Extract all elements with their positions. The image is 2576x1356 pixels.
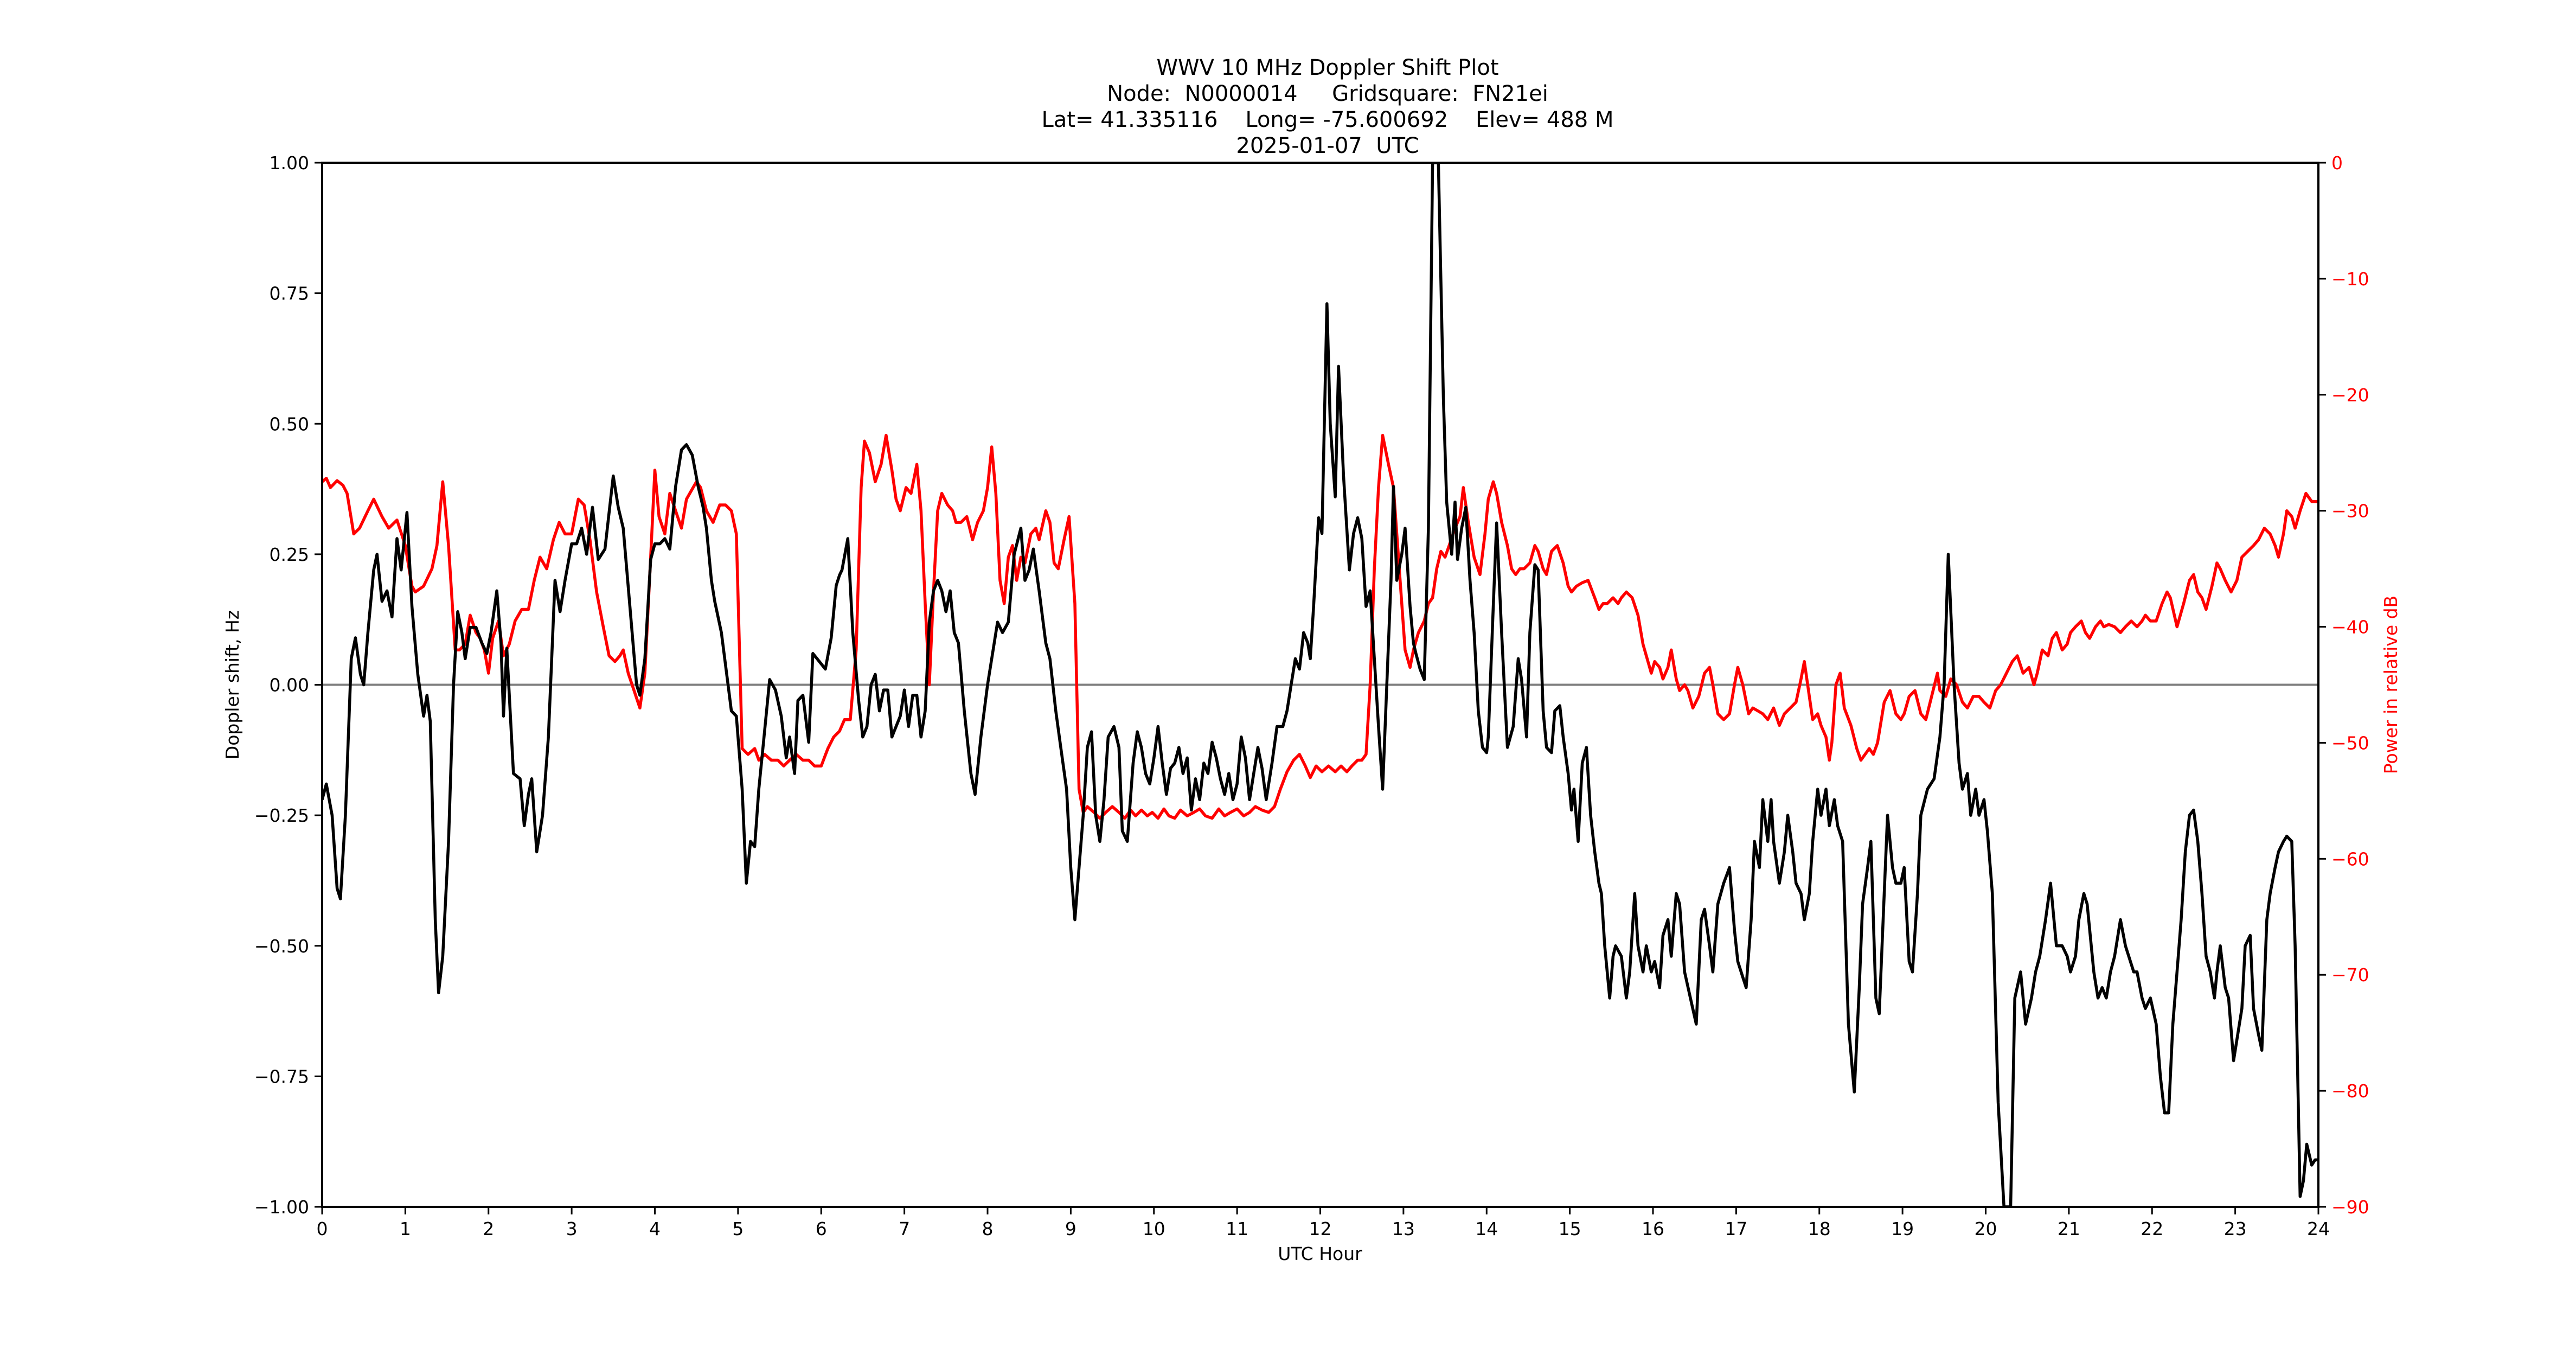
y-right-tick-label: −10 <box>2331 268 2369 290</box>
title-line-4: 2025-01-07 UTC <box>1236 133 1419 158</box>
x-tick-label: 17 <box>1725 1218 1747 1239</box>
title-line-3: Lat= 41.335116 Long= -75.600692 Elev= 48… <box>1042 107 1614 132</box>
y-left-tick-label: 0.25 <box>270 544 309 565</box>
y-axis-left-label: Doppler shift, Hz <box>222 610 243 759</box>
x-axis-label: UTC Hour <box>1278 1243 1362 1264</box>
y-right-tick-label: −90 <box>2331 1197 2369 1218</box>
x-axis-ticks: 0 1 2 3 4 5 6 7 8 9 10 11 12 13 14 15 16 17 18 19 20 21 22 23 24 <box>317 1207 2330 1239</box>
y-right-tick-label: −30 <box>2331 501 2369 522</box>
y-right-tick-label: −60 <box>2331 848 2369 869</box>
x-tick-label: 20 <box>1975 1218 1997 1239</box>
y-left-tick-label: 0.50 <box>270 413 309 434</box>
power-trace <box>322 433 2318 820</box>
x-tick-label: 3 <box>566 1218 578 1239</box>
x-tick-label: 23 <box>2224 1218 2247 1239</box>
y-right-tick-label: −40 <box>2331 617 2369 638</box>
y-axis-right-label: Power in relative dB <box>2380 596 2401 774</box>
x-tick-label: 4 <box>649 1218 661 1239</box>
x-tick-label: 19 <box>1891 1218 1914 1239</box>
x-tick-label: 8 <box>982 1218 994 1239</box>
y-left-tick-label: 1.00 <box>270 152 309 174</box>
x-tick-label: 11 <box>1226 1218 1248 1239</box>
y-left-tick-label: −1.00 <box>254 1197 309 1218</box>
doppler-trace <box>322 163 2318 1207</box>
x-tick-label: 0 <box>317 1218 328 1239</box>
x-tick-label: 13 <box>1392 1218 1415 1239</box>
y-axis-right-ticks: 0 −10 −20 −30 −40 −50 −60 −70 −80 −90 <box>2318 152 2369 1218</box>
y-right-tick-label: −80 <box>2331 1080 2369 1102</box>
title-line-2: Node: N0000014 Gridsquare: FN21ei <box>1107 81 1548 106</box>
x-tick-label: 22 <box>2141 1218 2163 1239</box>
chart-title: WWV 10 MHz Doppler Shift Plot Node: N000… <box>1042 55 1614 158</box>
y-right-tick-label: −20 <box>2331 385 2369 406</box>
title-line-1: WWV 10 MHz Doppler Shift Plot <box>1156 55 1498 80</box>
y-left-tick-label: 0.75 <box>270 283 309 304</box>
x-tick-label: 7 <box>899 1218 910 1239</box>
x-tick-label: 18 <box>1808 1218 1831 1239</box>
plot-series <box>322 163 2318 1207</box>
y-axis-left-ticks: 1.00 0.75 0.50 0.25 0.00 −0.25 −0.50 −0.75 −1.00 <box>254 152 322 1218</box>
x-tick-label: 15 <box>1559 1218 1581 1239</box>
y-right-tick-label: −70 <box>2331 964 2369 986</box>
x-tick-label: 5 <box>732 1218 744 1239</box>
x-tick-label: 24 <box>2307 1218 2330 1239</box>
x-tick-label: 14 <box>1475 1218 1498 1239</box>
y-right-tick-label: −50 <box>2331 732 2369 753</box>
y-left-tick-label: 0.00 <box>270 675 309 696</box>
y-left-tick-label: −0.75 <box>254 1066 309 1087</box>
y-left-tick-label: −0.50 <box>254 936 309 957</box>
x-tick-label: 10 <box>1143 1218 1165 1239</box>
y-left-tick-label: −0.25 <box>254 805 309 826</box>
y-right-tick-label: 0 <box>2331 152 2343 174</box>
x-tick-label: 12 <box>1309 1218 1332 1239</box>
x-tick-label: 9 <box>1065 1218 1076 1239</box>
x-tick-label: 1 <box>400 1218 411 1239</box>
x-tick-label: 2 <box>483 1218 494 1239</box>
x-tick-label: 16 <box>1642 1218 1664 1239</box>
x-tick-label: 6 <box>816 1218 827 1239</box>
x-tick-label: 21 <box>2058 1218 2080 1239</box>
